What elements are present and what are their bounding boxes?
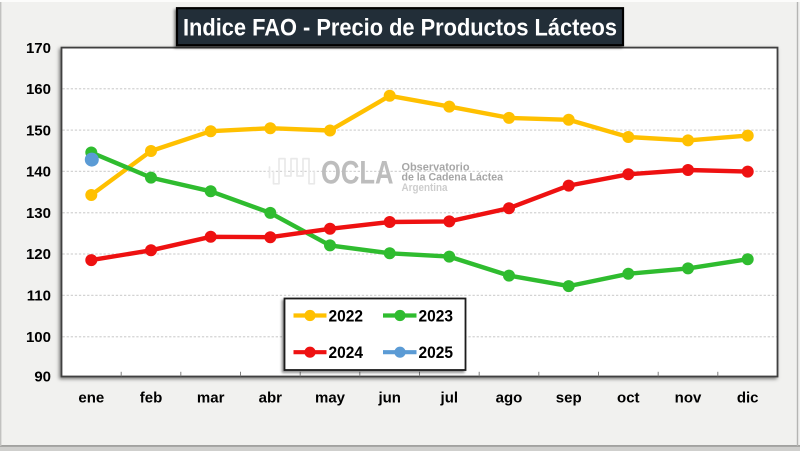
svg-text:jun: jun <box>377 390 401 407</box>
svg-text:140: 140 <box>26 164 51 181</box>
svg-text:160: 160 <box>26 81 51 98</box>
svg-text:2022: 2022 <box>329 308 364 326</box>
svg-text:nov: nov <box>675 390 702 407</box>
svg-text:dic: dic <box>737 390 759 407</box>
svg-text:mar: mar <box>197 390 225 407</box>
svg-text:ago: ago <box>496 390 523 407</box>
svg-text:OCLA: OCLA <box>321 155 394 191</box>
svg-text:oct: oct <box>617 390 640 407</box>
svg-text:130: 130 <box>26 205 51 222</box>
svg-text:Indice FAO - Precio de Product: Indice FAO - Precio de Productos Lácteos <box>183 15 617 42</box>
svg-text:de la Cadena Láctea: de la Cadena Láctea <box>402 172 504 184</box>
svg-text:abr: abr <box>259 390 283 407</box>
svg-text:90: 90 <box>34 369 51 386</box>
svg-text:ene: ene <box>78 390 104 407</box>
svg-text:sep: sep <box>556 390 582 407</box>
svg-text:2024: 2024 <box>329 344 364 362</box>
svg-text:Observatorio: Observatorio <box>402 161 470 173</box>
svg-text:2023: 2023 <box>419 308 454 326</box>
svg-text:110: 110 <box>27 288 51 305</box>
svg-text:170: 170 <box>26 40 51 57</box>
svg-text:Argentina: Argentina <box>402 182 449 194</box>
svg-text:120: 120 <box>26 246 51 263</box>
svg-text:feb: feb <box>140 390 163 407</box>
svg-text:150: 150 <box>26 122 51 139</box>
svg-text:may: may <box>315 390 346 407</box>
svg-text:jul: jul <box>440 390 459 407</box>
svg-text:100: 100 <box>26 329 51 346</box>
svg-text:2025: 2025 <box>419 344 454 362</box>
